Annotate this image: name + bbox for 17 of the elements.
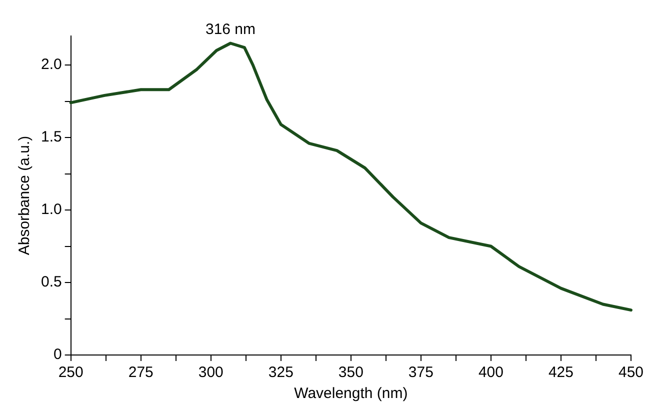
x-tick-label: 375 — [408, 364, 434, 382]
x-tick-label: 425 — [548, 364, 574, 382]
y-tick-label: 1.0 — [40, 201, 62, 218]
x-tick-label: 275 — [128, 364, 154, 382]
y-tick-label: 0 — [54, 346, 62, 364]
y-tick-label: 0.5 — [40, 274, 62, 291]
x-axis-title: Wavelength (nm) — [294, 385, 408, 402]
x-tick-label: 250 — [58, 364, 84, 382]
x-tick-label: 350 — [338, 364, 364, 382]
x-tick-label: 400 — [478, 364, 504, 382]
x-tick-label: 300 — [198, 364, 224, 382]
x-tick-label: 325 — [268, 364, 294, 382]
annotation: 316 nm — [205, 20, 256, 38]
y-tick-label: 2.0 — [40, 56, 62, 74]
y-tick-label: 1.5 — [40, 128, 62, 146]
x-tick-label: 450 — [618, 364, 644, 382]
y-axis-title: Absorbance (a.u.) — [16, 136, 34, 256]
